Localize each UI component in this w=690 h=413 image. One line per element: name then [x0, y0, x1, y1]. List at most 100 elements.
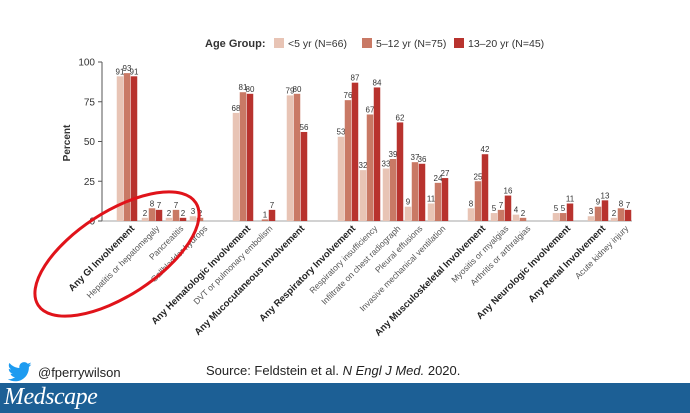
bar-value-label: 2: [181, 209, 186, 218]
bar: [286, 95, 294, 221]
bar: [519, 217, 527, 221]
bar: [179, 217, 187, 221]
bar-value-label: 39: [389, 150, 398, 159]
twitter-handle: @fperrywilson: [38, 364, 121, 380]
bar-value-label: 4: [514, 206, 519, 215]
bar-value-label: 13: [601, 191, 610, 200]
bar: [559, 213, 567, 221]
bar: [566, 203, 574, 221]
bar-value-label: 2: [612, 209, 617, 218]
bar: [617, 208, 625, 221]
bar-value-label: 9: [596, 198, 601, 207]
bar-value-label: 81: [239, 83, 248, 92]
bar-value-label: 87: [351, 74, 360, 83]
bar-value-label: 37: [411, 153, 420, 162]
y-tick-label: 25: [84, 177, 96, 188]
twitter-bird-icon: [8, 362, 32, 382]
bar-value-label: 84: [373, 78, 382, 87]
source-prefix: Source: Feldstein et al.: [206, 363, 343, 378]
bar-value-label: 80: [293, 85, 302, 94]
bar: [467, 208, 475, 221]
bar-value-label: 68: [232, 104, 241, 113]
bar-value-label: 9: [406, 198, 411, 207]
bar-value-label: 5: [554, 204, 559, 213]
bar: [232, 112, 240, 221]
bar: [610, 217, 618, 221]
bar-value-label: 2: [521, 209, 526, 218]
source-citation: Source: Feldstein et al. N Engl J Med. 2…: [206, 363, 460, 378]
bar: [344, 100, 352, 221]
bar: [239, 92, 247, 222]
bar: [601, 200, 609, 221]
bar-value-label: 25: [474, 172, 483, 181]
bar-value-label: 7: [499, 201, 504, 210]
y-tick-label: 75: [84, 97, 96, 108]
bar: [404, 206, 412, 221]
bar: [481, 154, 489, 221]
brand-bar: Medscape: [0, 383, 690, 413]
bar-value-label: 8: [469, 199, 474, 208]
bar: [261, 219, 269, 221]
bar-value-label: 33: [382, 160, 391, 169]
bar-value-label: 2: [167, 209, 172, 218]
bar: [351, 82, 359, 221]
source-journal: N Engl J Med.: [342, 363, 425, 378]
bar: [434, 182, 442, 221]
bar-value-label: 11: [566, 195, 575, 204]
bar-value-label: 11: [427, 195, 436, 204]
bar: [366, 114, 374, 221]
bar-value-label: 5: [492, 204, 497, 213]
bar-value-label: 67: [366, 105, 375, 114]
bar: [373, 87, 381, 221]
bar-value-label: 7: [270, 201, 275, 210]
bar-value-label: 7: [157, 201, 162, 210]
bar: [389, 158, 397, 221]
bar-value-label: 79: [286, 86, 295, 95]
y-tick-label: 100: [78, 58, 95, 69]
bar-value-label: 91: [130, 67, 139, 76]
bar: [189, 216, 197, 221]
bar-value-label: 16: [504, 187, 513, 196]
bar: [382, 168, 390, 221]
x-category-label: Any Respiratory Involvement: [257, 223, 358, 324]
bar: [497, 209, 505, 221]
bar-value-label: 32: [359, 161, 368, 170]
bar-value-label: 2: [143, 209, 148, 218]
bar: [337, 136, 345, 221]
bar-value-label: 1: [263, 210, 268, 219]
bar: [624, 209, 632, 221]
bar-value-label: 42: [481, 145, 490, 154]
bar: [293, 93, 301, 221]
legend-title: Age Group:: [205, 38, 266, 50]
bar-value-label: 8: [150, 199, 155, 208]
bar-value-label: 3: [589, 207, 594, 216]
bar-value-label: 80: [246, 85, 255, 94]
bar: [172, 209, 180, 221]
medscape-logo: Medscape: [4, 384, 98, 410]
y-tick-label: 50: [84, 137, 96, 148]
bar: [359, 170, 367, 221]
bar-value-label: 5: [561, 204, 566, 213]
source-year: 2020.: [424, 363, 461, 378]
legend-label: <5 yr (N=66): [288, 38, 347, 50]
bar: [165, 217, 173, 221]
bar: [490, 213, 498, 221]
legend-swatch: [362, 38, 372, 48]
bar: [116, 76, 124, 221]
bar: [441, 178, 449, 221]
legend-swatch: [274, 38, 284, 48]
bar: [300, 131, 308, 221]
bar: [474, 181, 482, 221]
bar: [427, 203, 435, 221]
bar: [268, 209, 276, 221]
bar-value-label: 7: [626, 201, 631, 210]
bar-value-label: 36: [418, 155, 427, 164]
bar-value-label: 93: [123, 64, 132, 73]
bar-value-label: 27: [441, 169, 450, 178]
chart: Age Group: <5 yr (N=66) 5–12 yr (N=75) 13–…: [33, 38, 632, 339]
y-tick-label: 0: [89, 217, 95, 228]
bar: [418, 163, 426, 221]
bar: [411, 162, 419, 221]
legend-swatch: [454, 38, 464, 48]
highlight-ellipse: [33, 190, 201, 318]
